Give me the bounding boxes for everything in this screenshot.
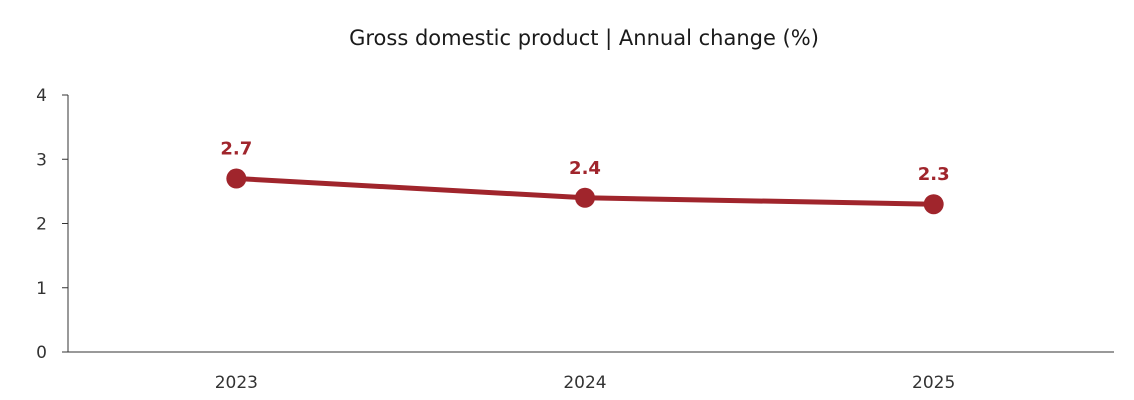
- data-label: 2.4: [569, 158, 601, 179]
- chart-title: Gross domestic product | Annual change (…: [349, 26, 819, 51]
- x-tick-label: 2025: [912, 373, 955, 393]
- y-tick-label: 1: [36, 279, 47, 299]
- x-tick-label: 2023: [215, 373, 258, 393]
- data-point: [923, 194, 944, 215]
- data-point: [226, 168, 247, 189]
- y-tick-label: 4: [36, 86, 47, 106]
- data-label: 2.7: [220, 139, 252, 160]
- y-tick-label: 0: [36, 343, 47, 363]
- y-tick-label: 3: [36, 150, 47, 170]
- y-axis-ticks: 0 1 2 3 4: [36, 86, 68, 363]
- x-axis-ticks: 2023 2024 2025: [215, 373, 956, 393]
- x-tick-label: 2024: [563, 373, 606, 393]
- series-group: 2.7 2.4 2.3: [220, 139, 950, 215]
- data-label: 2.3: [918, 164, 950, 185]
- y-tick-label: 2: [36, 215, 47, 235]
- data-point: [575, 187, 595, 208]
